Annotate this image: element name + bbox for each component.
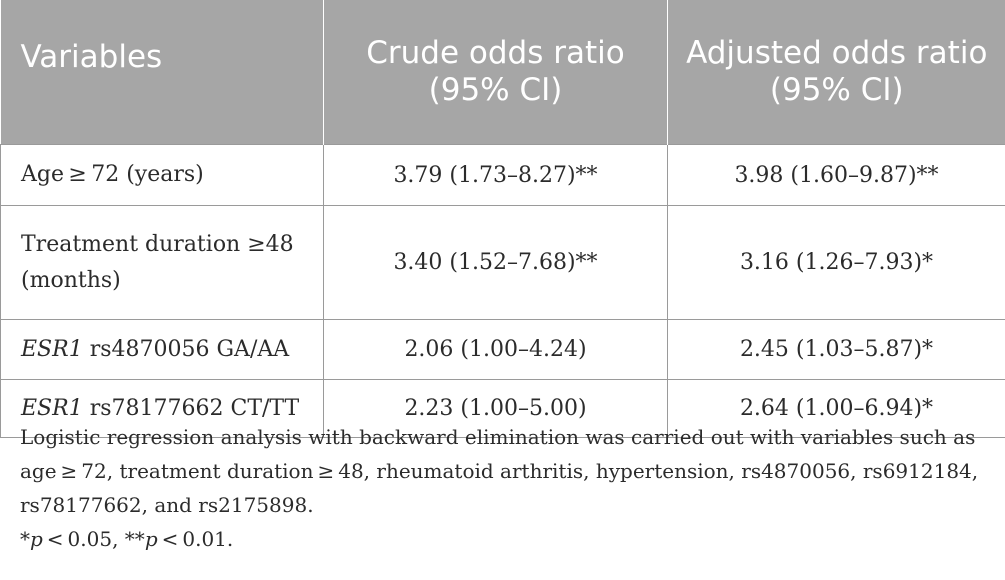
header-crude-odds-ratio: Crude odds ratio (95% CI) — [323, 0, 668, 145]
table-header: Variables Crude odds ratio (95% CI) Adju… — [0, 0, 1005, 145]
header-variables: Variables — [0, 0, 324, 145]
table-row: Treatment duration ≥48 (months) 3.40 (1.… — [0, 205, 1005, 320]
table-footnote: Logistic regression analysis with backwa… — [20, 420, 995, 556]
odds-ratio-table: Variables Crude odds ratio (95% CI) Adju… — [0, 0, 1005, 438]
row-label: Treatment duration ≥48 (months) — [0, 205, 324, 320]
row-label: ESR1 rs4870056 GA/AA — [0, 319, 324, 380]
crude-or-cell: 2.23 (1.00–5.00) — [323, 379, 668, 438]
table-row: ESR1 rs4870056 GA/AA 2.06 (1.00–4.24) 2.… — [0, 319, 1005, 380]
row-label-line2: (months) — [21, 267, 121, 293]
table-body: Age ≥ 72 (years) 3.79 (1.73–8.27)** 3.98… — [0, 144, 1005, 438]
row-label: Age ≥ 72 (years) — [0, 144, 324, 206]
row-label-line1: Treatment duration ≥48 — [21, 231, 294, 257]
results-table-container: Variables Crude odds ratio (95% CI) Adju… — [0, 0, 1005, 438]
adjusted-or-cell: 2.45 (1.03–5.87)* — [667, 319, 1005, 380]
table-row: ESR1 rs78177662 CT/TT 2.23 (1.00–5.00) 2… — [0, 379, 1005, 438]
significance-note: *p < 0.05, **p < 0.01. — [20, 527, 234, 551]
variant-label: rs78177662 CT/TT — [89, 395, 300, 421]
adjusted-or-cell: 3.98 (1.60–9.87)** — [667, 144, 1005, 206]
row-label: ESR1 rs78177662 CT/TT — [0, 379, 324, 438]
footnote-text: Logistic regression analysis with backwa… — [20, 425, 979, 517]
adjusted-or-cell: 3.16 (1.26–7.93)* — [667, 205, 1005, 320]
crude-or-cell: 3.40 (1.52–7.68)** — [323, 205, 668, 320]
table-row: Age ≥ 72 (years) 3.79 (1.73–8.27)** 3.98… — [0, 144, 1005, 206]
variant-label: rs4870056 GA/AA — [89, 336, 290, 362]
header-adjusted-odds-ratio: Adjusted odds ratio (95% CI) — [667, 0, 1005, 145]
crude-or-cell: 2.06 (1.00–4.24) — [323, 319, 668, 380]
gene-name: ESR1 — [21, 336, 83, 362]
gene-name: ESR1 — [21, 395, 83, 421]
crude-or-cell: 3.79 (1.73–8.27)** — [323, 144, 668, 206]
adjusted-or-cell: 2.64 (1.00–6.94)* — [667, 379, 1005, 438]
